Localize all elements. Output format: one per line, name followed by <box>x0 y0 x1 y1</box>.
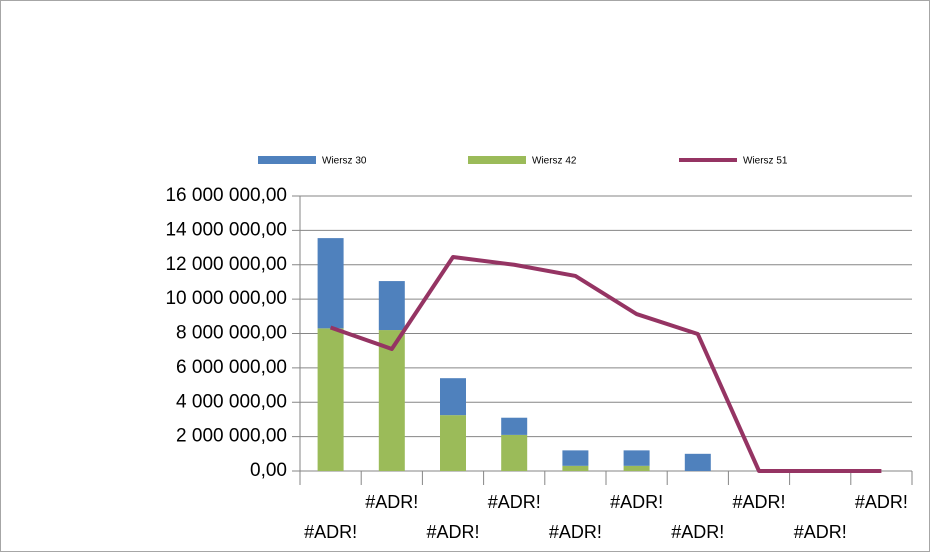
legend-swatch <box>468 156 526 164</box>
y-tick-label: 12 000 000,00 <box>165 254 287 275</box>
bar <box>317 328 344 471</box>
y-tick-label: 2 000 000,00 <box>176 426 287 447</box>
y-tick-label: 14 000 000,00 <box>165 219 287 240</box>
bar <box>623 465 650 471</box>
y-tick-label: 8 000 000,00 <box>176 323 287 344</box>
bar <box>684 453 711 471</box>
y-tick-label: 16 000 000,00 <box>165 185 287 206</box>
y-tick-label: 0,00 <box>250 460 287 481</box>
bar <box>623 450 650 466</box>
x-tick-label: #ADR! <box>794 522 847 542</box>
legend-swatch <box>258 156 316 164</box>
x-tick-label: #ADR! <box>732 492 785 512</box>
x-tick-label: #ADR! <box>304 522 357 542</box>
bar <box>317 238 344 329</box>
legend-label: Wiersz 42 <box>532 156 577 167</box>
y-tick-label: 6 000 000,00 <box>176 357 287 378</box>
x-tick-label: #ADR! <box>671 522 724 542</box>
line <box>329 255 882 473</box>
x-tick-label: #ADR! <box>549 522 602 542</box>
bar <box>562 465 589 471</box>
y-tick-label: 10 000 000,00 <box>165 288 287 309</box>
x-tick-label: #ADR! <box>488 492 541 512</box>
legend-label: Wiersz 30 <box>322 156 367 167</box>
bar <box>440 415 466 471</box>
y-tick-label: 4 000 000,00 <box>176 391 287 412</box>
bar <box>501 434 528 471</box>
x-tick-label: #ADR! <box>365 492 418 512</box>
bar <box>378 281 405 331</box>
x-tick-label: #ADR! <box>610 492 663 512</box>
bar <box>378 330 405 471</box>
x-tick-label: #ADR! <box>855 492 908 512</box>
bar <box>501 417 528 435</box>
bar <box>440 378 466 416</box>
bar <box>562 450 589 466</box>
legend-label: Wiersz 51 <box>743 156 788 167</box>
x-tick-label: #ADR! <box>426 522 479 542</box>
